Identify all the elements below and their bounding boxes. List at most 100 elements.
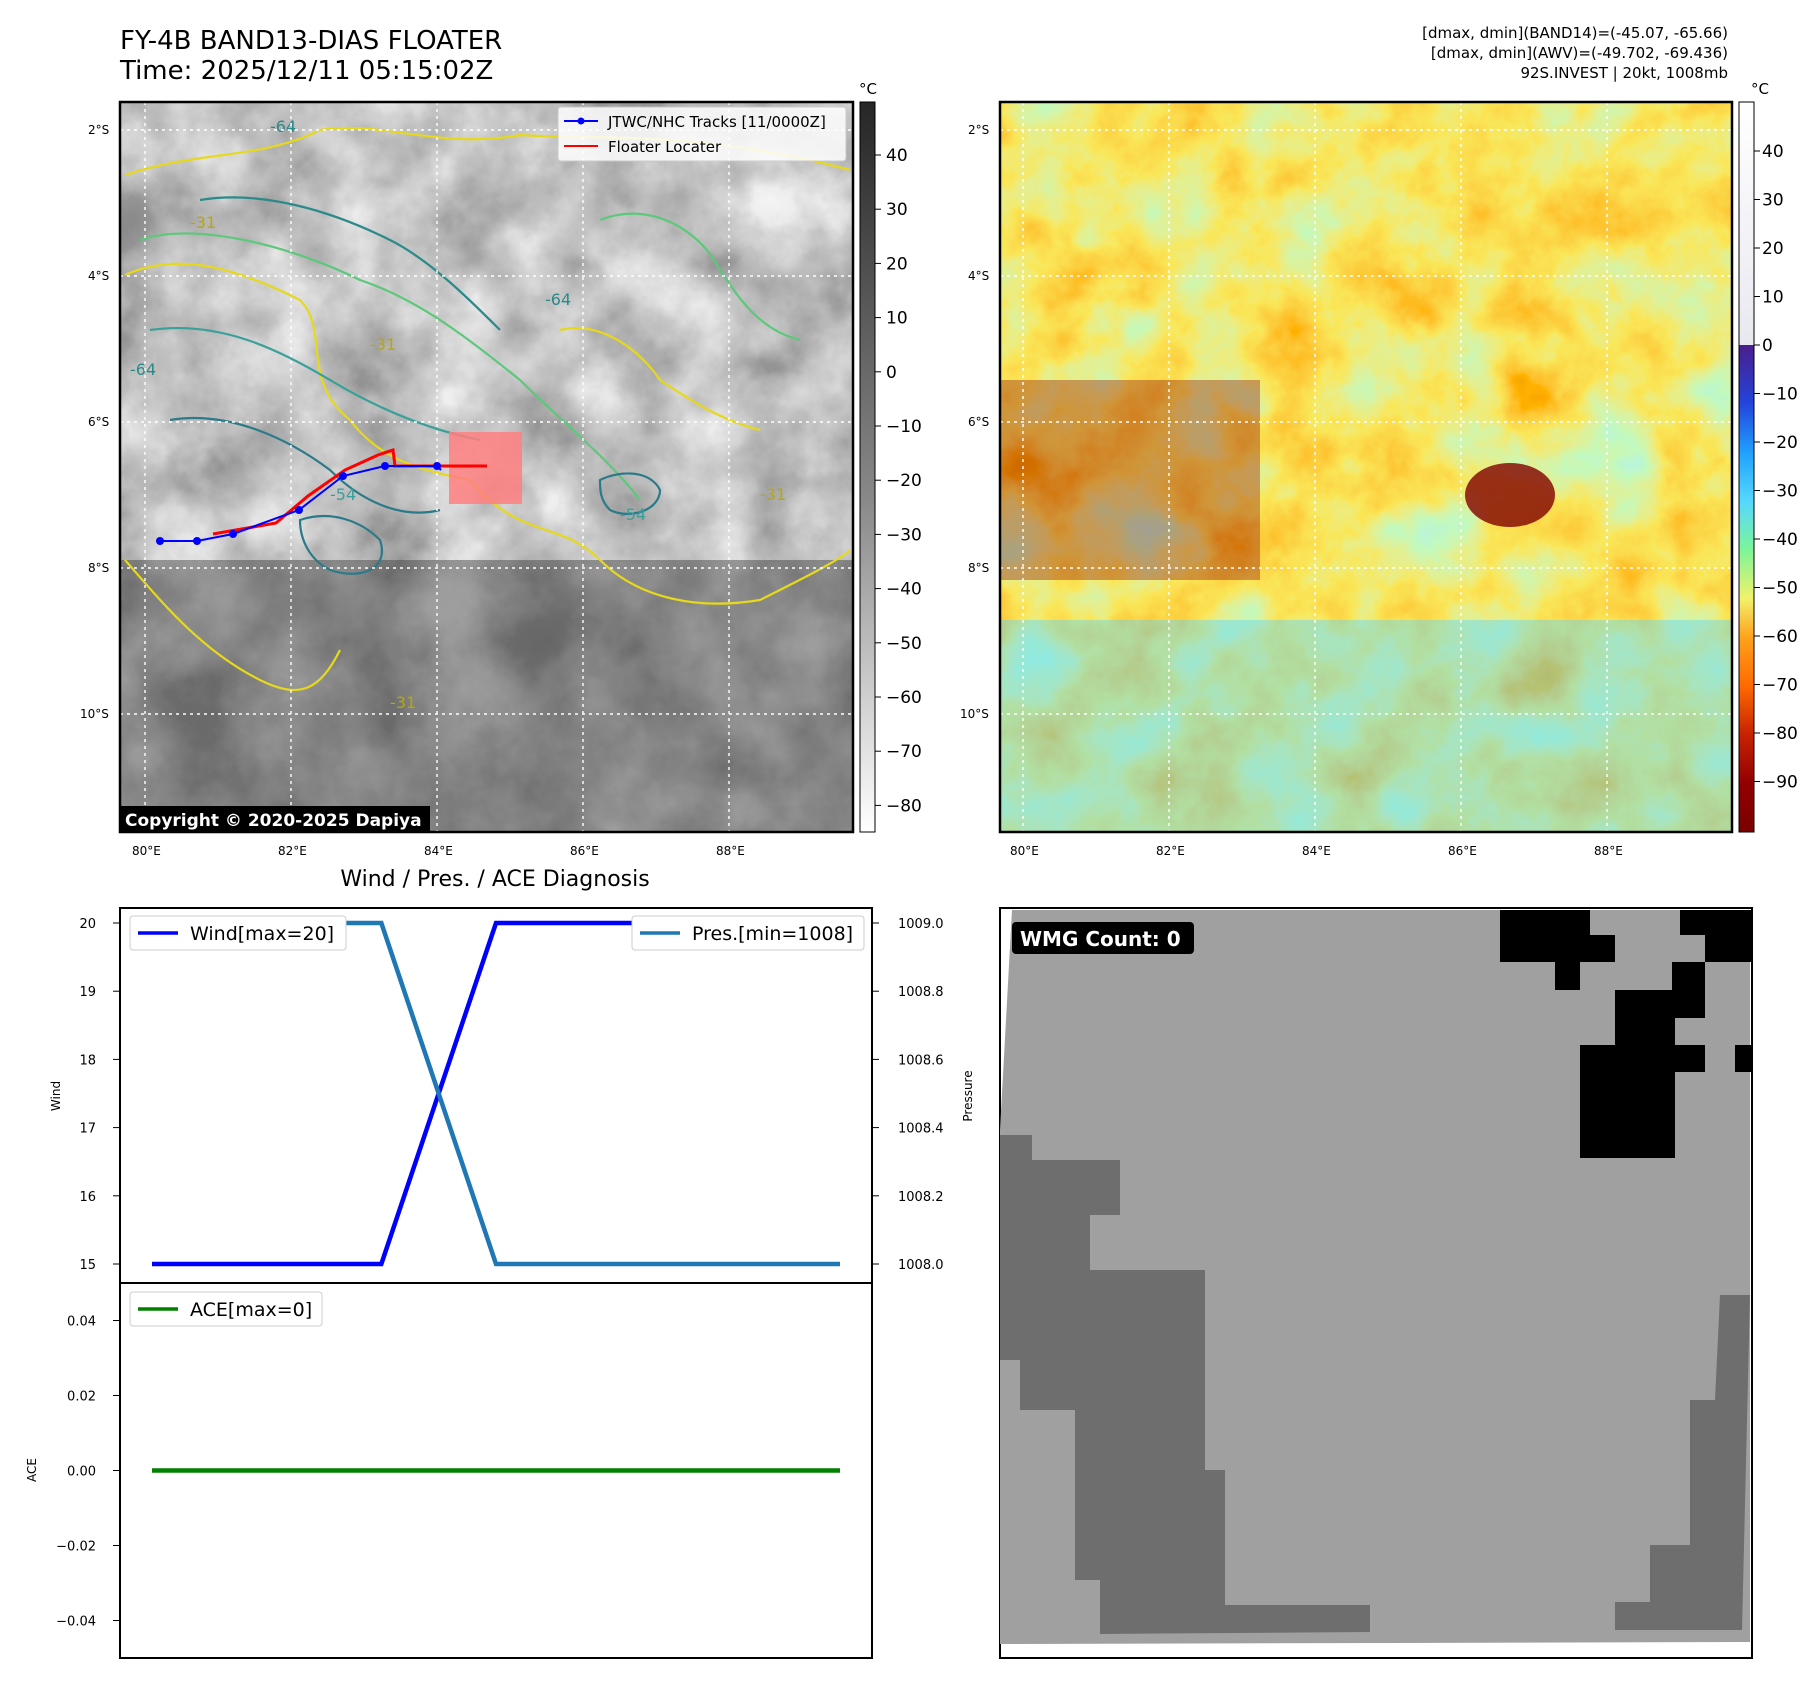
colorbar-tick-label: −80 bbox=[886, 796, 922, 816]
colorbar-tick-label: 0 bbox=[1762, 336, 1773, 356]
ir-color-map bbox=[1000, 102, 1732, 832]
lat-tick: 6°S bbox=[88, 415, 109, 429]
ace-chart: ACE 0.04 0.02 0.00 −0.02 −0.04 ACE[max=0] bbox=[25, 1282, 873, 1659]
contour-label: -31 bbox=[190, 213, 216, 232]
lat-tick: 6°S bbox=[968, 415, 989, 429]
wind-legend-label: Wind[max=20] bbox=[190, 923, 334, 945]
info-band14: [dmax, dmin](BAND14)=(-45.07, -65.66) bbox=[1422, 24, 1728, 42]
lon-tick: 86°E bbox=[1448, 844, 1477, 858]
contour-label: -31 bbox=[760, 485, 786, 504]
map2-axis-labels: 80°E 82°E 84°E 86°E 88°E 2°S 4°S 6°S 8°S… bbox=[960, 123, 1623, 858]
lon-tick: 80°E bbox=[132, 844, 161, 858]
colorbar-gray: °C 40 30 20 10 0 −10 −20 −30 −40 −50 −60 −70 −80 bbox=[859, 80, 922, 833]
pressure-tick-label: 1008.4 bbox=[898, 1122, 944, 1137]
copyright-label: Copyright © 2020-2025 Dapiya bbox=[125, 811, 422, 831]
pressure-tick-label: 1008.0 bbox=[898, 1258, 944, 1273]
contour-label: -64 bbox=[130, 360, 156, 379]
lat-tick: 2°S bbox=[88, 123, 109, 137]
lat-tick: 4°S bbox=[968, 269, 989, 283]
wind-tick-label: 16 bbox=[79, 1190, 96, 1205]
jtwc-track bbox=[156, 462, 442, 545]
diagnosis-title: Wind / Pres. / ACE Diagnosis bbox=[340, 867, 649, 892]
map2-frame bbox=[998, 100, 1734, 834]
contour-label: -64 bbox=[270, 117, 296, 136]
ace-legend: ACE[max=0] bbox=[129, 1291, 323, 1327]
wind-tick-label: 19 bbox=[79, 985, 96, 1000]
colorbar-tick-label: −70 bbox=[886, 742, 922, 762]
colorbar-tick-label: −70 bbox=[1762, 676, 1798, 696]
lon-tick: 88°E bbox=[716, 844, 745, 858]
colorbar-tick-label: −60 bbox=[1762, 627, 1798, 647]
lat-tick: 2°S bbox=[968, 123, 989, 137]
floater-box bbox=[449, 432, 522, 504]
colorbar-tick-label: 30 bbox=[1762, 191, 1784, 211]
lon-tick: 80°E bbox=[1010, 844, 1039, 858]
pressure-legend-label: Pres.[min=1008] bbox=[692, 923, 853, 945]
lat-tick: 10°S bbox=[80, 707, 109, 721]
colorbar-tick-label: 0 bbox=[886, 363, 897, 383]
colorbar-tick-label: 40 bbox=[1762, 142, 1784, 162]
colorbar-tick-label: −50 bbox=[1762, 579, 1798, 599]
map-legend: JTWC/NHC Tracks [11/0000Z] Floater Locat… bbox=[557, 106, 847, 162]
wind-tick-label: 15 bbox=[79, 1258, 96, 1273]
colorbar-tick-label: −90 bbox=[1762, 773, 1798, 793]
wind-tick-label: 20 bbox=[79, 917, 96, 932]
legend-floater-label: Floater Locater bbox=[608, 138, 722, 156]
pressure-tick-label: 1008.2 bbox=[898, 1190, 944, 1205]
chart-title: FY-4B BAND13-DIAS FLOATER bbox=[120, 26, 503, 56]
wind-tick-label: 18 bbox=[79, 1053, 96, 1068]
contour-label: -54 bbox=[330, 485, 356, 504]
wind-pressure-chart: Wind Pressure 20 19 18 17 16 15 1009.0 1008.8 1… bbox=[49, 907, 975, 1284]
colorbar-unit: °C bbox=[1751, 80, 1769, 98]
map1-frame bbox=[118, 100, 855, 834]
colorbar-tick-label: 10 bbox=[1762, 288, 1784, 308]
wmg-panel: WMG Count: 0 bbox=[999, 907, 1753, 1659]
chart-time: Time: 2025/12/11 05:15:02Z bbox=[120, 56, 494, 86]
wmg-count-bg bbox=[1012, 922, 1194, 954]
colorbar-tick-label: −10 bbox=[886, 417, 922, 437]
wind-tick-label: 17 bbox=[79, 1122, 96, 1137]
pressure-legend: Pres.[min=1008] bbox=[631, 915, 865, 951]
colorbar-tick-label: 30 bbox=[886, 200, 908, 220]
contour-label: -64 bbox=[545, 290, 571, 309]
pressure-tick-label: 1008.6 bbox=[898, 1053, 944, 1068]
ace-tick-label: −0.02 bbox=[56, 1540, 96, 1555]
lat-tick: 10°S bbox=[960, 707, 989, 721]
copyright-bg bbox=[120, 806, 430, 832]
contour-label: -31 bbox=[390, 693, 416, 712]
lon-tick: 82°E bbox=[1156, 844, 1185, 858]
lon-tick: 86°E bbox=[570, 844, 599, 858]
lat-tick: 4°S bbox=[88, 269, 109, 283]
legend-tracks-label: JTWC/NHC Tracks [11/0000Z] bbox=[607, 113, 826, 131]
map1-axis-labels: 80°E 82°E 84°E 86°E 88°E 2°S 4°S 6°S 8°S… bbox=[80, 123, 745, 858]
colorbar-tick-label: 10 bbox=[886, 309, 908, 329]
ace-axis-label: ACE bbox=[25, 1458, 39, 1482]
ace-legend-label: ACE[max=0] bbox=[190, 1299, 312, 1321]
ace-tick-label: 0.00 bbox=[67, 1465, 96, 1480]
lon-tick: 88°E bbox=[1594, 844, 1623, 858]
colorbar-color: °C 40 30 20 10 0 −10 −20 −30 −40 −50 −60 −70 −80 −90 bbox=[1738, 80, 1798, 833]
colorbar-tick-label: −40 bbox=[1762, 530, 1798, 550]
colorbar-tick-label: 20 bbox=[886, 254, 908, 274]
pressure-axis-label: Pressure bbox=[961, 1070, 975, 1121]
colorbar-unit: °C bbox=[859, 80, 877, 98]
info-awv: [dmax, dmin](AWV)=(-49.702, -69.436) bbox=[1430, 44, 1728, 62]
colorbar-tick-label: −60 bbox=[886, 688, 922, 708]
colorbar-tick-label: −30 bbox=[1762, 482, 1798, 502]
colorbar-tick-label: −30 bbox=[886, 525, 922, 545]
colorbar-tick-label: −80 bbox=[1762, 724, 1798, 744]
ace-tick-label: −0.04 bbox=[56, 1615, 96, 1630]
colorbar-tick-label: −20 bbox=[1762, 433, 1798, 453]
colorbar-tick-label: −20 bbox=[886, 471, 922, 491]
contour-label: -31 bbox=[370, 335, 396, 354]
map2-gridlines bbox=[1000, 102, 1732, 832]
wmg-count-label: WMG Count: 0 bbox=[1020, 927, 1181, 951]
pressure-tick-label: 1009.0 bbox=[898, 917, 944, 932]
lat-tick: 8°S bbox=[88, 561, 109, 575]
info-storm: 92S.INVEST | 20kt, 1008mb bbox=[1520, 64, 1728, 82]
colorbar-tick-label: −50 bbox=[886, 634, 922, 654]
colorbar-tick-label: −10 bbox=[1762, 385, 1798, 405]
wind-legend: Wind[max=20] bbox=[129, 915, 347, 951]
pressure-tick-label: 1008.8 bbox=[898, 985, 944, 1000]
